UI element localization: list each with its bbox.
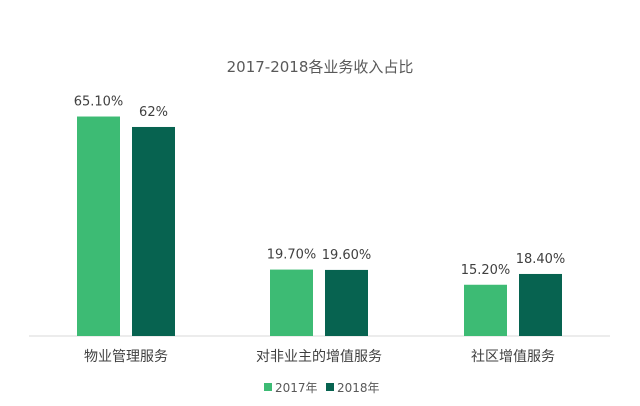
bar-2018-3 (519, 273, 562, 336)
bars-group (77, 116, 562, 337)
legend-label-2017: 2017年 (275, 381, 318, 395)
bar-2017-3 (464, 284, 507, 336)
bar-2018-1 (132, 126, 175, 336)
data-label-2018-3: 18.40% (516, 252, 566, 267)
data-label-2017-1: 65.10% (74, 95, 124, 110)
legend-swatch-2018 (326, 383, 334, 391)
category-label-3: 社区增值服务 (471, 349, 555, 365)
bar-2017-2 (270, 269, 313, 336)
data-label-2018-1: 62% (139, 105, 168, 120)
legend: 2017年 2018年 (264, 381, 380, 395)
chart-title: 2017-2018各业务收入占比 (227, 58, 414, 76)
category-label-2: 对非业主的增值服务 (256, 349, 382, 365)
legend-swatch-2017 (264, 383, 272, 391)
bar-2017-1 (77, 116, 120, 337)
data-labels-group: 65.10% 62% 19.70% 19.60% 15.20% 18.40% (74, 95, 566, 278)
data-label-2017-2: 19.70% (267, 248, 317, 263)
data-label-2017-3: 15.20% (461, 263, 511, 278)
bar-2018-2 (325, 269, 368, 336)
legend-label-2018: 2018年 (337, 381, 380, 395)
data-label-2018-2: 19.60% (322, 248, 372, 263)
category-labels-group: 物业管理服务 对非业主的增值服务 社区增值服务 (84, 349, 555, 365)
category-label-1: 物业管理服务 (84, 349, 168, 365)
